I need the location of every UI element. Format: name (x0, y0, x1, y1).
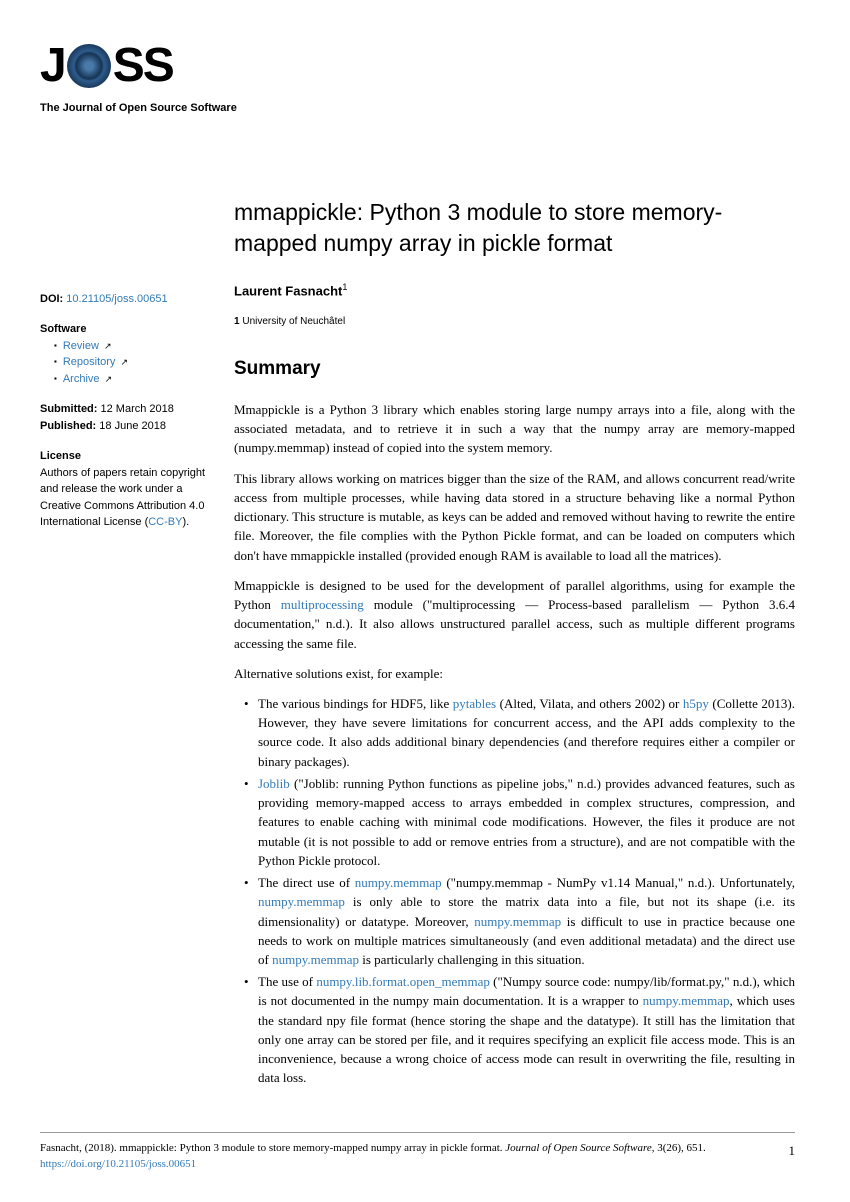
submitted-label: Submitted: (40, 403, 97, 415)
external-link-icon: ↗ (105, 374, 113, 384)
license-heading: License (40, 448, 214, 465)
h5py-link[interactable]: h5py (683, 696, 709, 711)
doi-label: DOI: (40, 293, 63, 305)
para-3: Mmappickle is designed to be used for th… (234, 576, 795, 653)
memmap-link[interactable]: numpy.memmap (643, 993, 730, 1008)
memmap-link[interactable]: numpy.memmap (272, 952, 359, 967)
joss-logo: J SS The Journal of Open Source Software (40, 30, 795, 117)
external-link-icon: ↗ (104, 341, 112, 351)
list-item: The various bindings for HDF5, like pyta… (258, 694, 795, 771)
repository-link[interactable]: Repository ↗ (54, 354, 214, 371)
logo-subtitle: The Journal of Open Source Software (40, 100, 795, 117)
memmap-link[interactable]: numpy.memmap (355, 875, 442, 890)
para-1: Mmappickle is a Python 3 library which e… (234, 400, 795, 458)
software-heading: Software (40, 321, 214, 338)
archive-link[interactable]: Archive ↗ (54, 371, 214, 388)
affiliation: 1 University of Neuchâtel (234, 314, 795, 329)
para-4: Alternative solutions exist, for example… (234, 664, 795, 683)
memmap-link[interactable]: numpy.memmap (258, 894, 345, 909)
submitted-date: 12 March 2018 (101, 403, 174, 415)
list-item: Joblib ("Joblib: running Python function… (258, 774, 795, 870)
pytables-link[interactable]: pytables (453, 696, 496, 711)
logo-ss: SS (113, 30, 173, 102)
summary-heading: Summary (234, 355, 795, 384)
cc-by-link[interactable]: CC-BY (148, 516, 182, 528)
list-item: The use of numpy.lib.format.open_memmap … (258, 972, 795, 1087)
logo-j: J (40, 30, 65, 102)
paper-title: mmappickle: Python 3 module to store mem… (234, 197, 795, 259)
para-2: This library allows working on matrices … (234, 469, 795, 565)
list-item: The direct use of numpy.memmap ("numpy.m… (258, 873, 795, 969)
multiprocessing-link[interactable]: multiprocessing (281, 597, 364, 612)
open-memmap-link[interactable]: numpy.lib.format.open_memmap (316, 974, 490, 989)
review-link[interactable]: Review ↗ (54, 338, 214, 355)
page-number: 1 (789, 1141, 796, 1161)
memmap-link[interactable]: numpy.memmap (474, 914, 561, 929)
page-footer: Fasnacht, (2018). mmappickle: Python 3 m… (40, 1132, 795, 1172)
doi-link[interactable]: 10.21105/joss.00651 (66, 293, 167, 305)
author-name: Laurent Fasnacht1 (234, 281, 795, 301)
footer-citation: Fasnacht, (2018). mmappickle: Python 3 m… (40, 1141, 769, 1172)
logo-gear-icon (67, 44, 111, 88)
joblib-link[interactable]: Joblib (258, 776, 290, 791)
published-date: 18 June 2018 (99, 420, 166, 432)
main-content: mmappickle: Python 3 module to store mem… (234, 197, 795, 1091)
doi-footer-link[interactable]: https://doi.org/10.21105/joss.00651 (40, 1158, 196, 1170)
published-label: Published: (40, 420, 96, 432)
external-link-icon: ↗ (120, 357, 128, 367)
alternatives-list: The various bindings for HDF5, like pyta… (234, 694, 795, 1088)
sidebar: DOI: 10.21105/joss.00651 Software Review… (40, 197, 214, 1091)
license-text: Authors of papers retain copyright and r… (40, 465, 214, 531)
